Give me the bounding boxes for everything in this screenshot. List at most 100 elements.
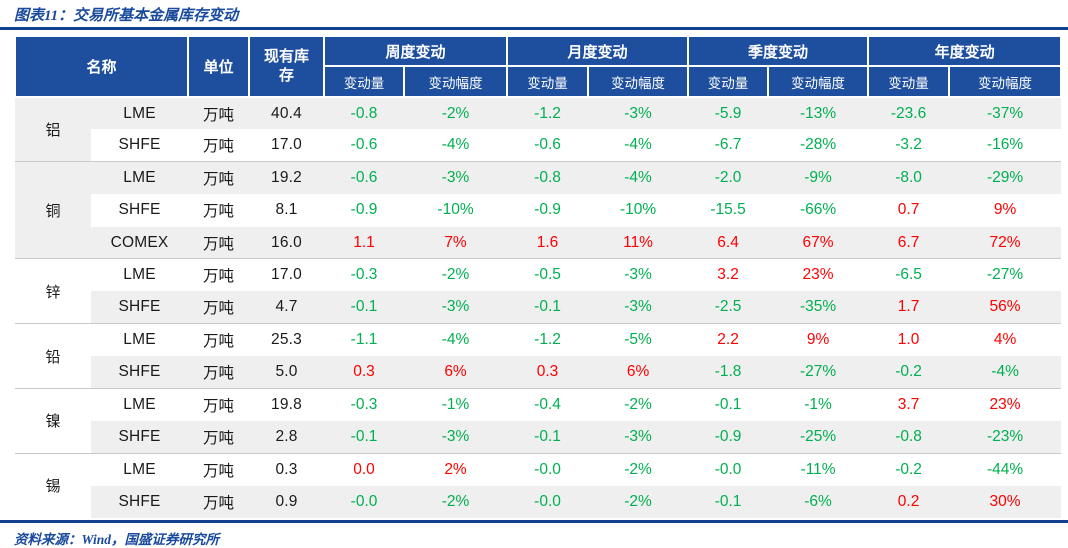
col-header-monthly-change: 月度变动 bbox=[506, 35, 690, 67]
value-cell: 6.4 bbox=[688, 226, 769, 259]
value-cell: -37% bbox=[949, 97, 1062, 130]
value-cell: 0.3 bbox=[507, 356, 589, 389]
value-cell: -1% bbox=[404, 388, 508, 421]
col-header-stock: 现有库存 bbox=[248, 35, 326, 98]
table-row: SHFE 万吨 8.1 -0.9 -10% -0.9 -10% -15.5 -66% 0.7 9% bbox=[15, 194, 1062, 227]
value-cell: -4% bbox=[404, 323, 508, 357]
value-cell: -3% bbox=[588, 97, 689, 130]
value-cell: -2% bbox=[404, 258, 508, 292]
exchange-cell: SHFE bbox=[91, 129, 189, 162]
value-cell: -3.2 bbox=[868, 129, 950, 162]
header-sub-row: 变动量 变动幅度 变动量 变动幅度 变动量 变动幅度 变动量 变动幅度 bbox=[15, 65, 1063, 98]
value-cell: -0.0 bbox=[324, 485, 405, 519]
value-cell: 0.7 bbox=[868, 194, 950, 227]
inventory-table: 名称 单位 现有库存 周度变动 月度变动 季度变动 年度变动 变动量 变动幅度 … bbox=[13, 35, 1063, 519]
unit-cell: 万吨 bbox=[188, 485, 250, 519]
value-cell: -6% bbox=[768, 485, 869, 519]
value-cell: -27% bbox=[949, 258, 1062, 292]
stock-cell: 16.0 bbox=[249, 226, 325, 259]
value-cell: -0.8 bbox=[324, 97, 405, 130]
table-row: 铜 LME 万吨 19.2 -0.6 -3% -0.8 -4% -2.0 -9% -8.0 -29% bbox=[15, 161, 1062, 259]
stock-cell: 25.3 bbox=[249, 323, 325, 357]
exchange-cell: LME bbox=[91, 97, 189, 130]
value-cell: -0.3 bbox=[324, 388, 405, 421]
table-row: SHFE 万吨 5.0 0.3 6% 0.3 6% -1.8 -27% -0.2 -4% bbox=[15, 356, 1062, 389]
value-cell: -1.2 bbox=[507, 97, 589, 130]
table-row: COMEX 万吨 16.0 1.1 7% 1.6 11% 6.4 67% 6.7 72% bbox=[15, 226, 1062, 259]
unit-cell: 万吨 bbox=[188, 161, 250, 195]
value-cell: 56% bbox=[949, 291, 1062, 324]
metal-name-cell: 锌 bbox=[15, 258, 91, 324]
table-row: SHFE 万吨 4.7 -0.1 -3% -0.1 -3% -2.5 -35% 1.7 56% bbox=[15, 291, 1062, 324]
value-cell: -1% bbox=[768, 388, 869, 421]
value-cell: 2.2 bbox=[688, 323, 769, 357]
value-cell: -0.9 bbox=[688, 420, 769, 454]
table-row: 锡 LME 万吨 0.3 0.0 2% -0.0 -2% -0.0 -11% -0.2 -44% bbox=[15, 452, 1062, 519]
value-cell: -0.2 bbox=[868, 452, 950, 486]
metal-name-cell: 镍 bbox=[15, 388, 91, 454]
value-cell: 1.6 bbox=[507, 226, 589, 259]
value-cell: -3% bbox=[588, 291, 689, 324]
subheader-quarterly-pct: 变动幅度 bbox=[767, 65, 870, 98]
exchange-cell: SHFE bbox=[91, 356, 189, 389]
exchange-cell: COMEX bbox=[91, 226, 189, 259]
value-cell: -27% bbox=[768, 356, 869, 389]
col-header-yearly-change: 年度变动 bbox=[867, 35, 1063, 67]
value-cell: -4% bbox=[949, 356, 1062, 389]
exchange-cell: LME bbox=[91, 258, 189, 292]
col-header-stock-label: 现有库存 bbox=[264, 47, 310, 84]
value-cell: -28% bbox=[768, 129, 869, 162]
value-cell: 6.7 bbox=[868, 226, 950, 259]
value-cell: -15.5 bbox=[688, 194, 769, 227]
value-cell: -10% bbox=[404, 194, 508, 227]
value-cell: -13% bbox=[768, 97, 869, 130]
value-cell: -2% bbox=[588, 452, 689, 486]
value-cell: -0.1 bbox=[507, 291, 589, 324]
value-cell: -1.8 bbox=[688, 356, 769, 389]
stock-cell: 19.2 bbox=[249, 161, 325, 195]
value-cell: -3% bbox=[404, 161, 508, 195]
stock-cell: 17.0 bbox=[249, 129, 325, 162]
value-cell: -0.0 bbox=[688, 452, 769, 486]
table-row: 铝 LME 万吨 40.4 -0.8 -2% -1.2 -3% -5.9 -13% -23.6 -37… bbox=[15, 97, 1062, 162]
value-cell: -2% bbox=[588, 485, 689, 519]
header-group-row: 名称 单位 现有库存 周度变动 月度变动 季度变动 年度变动 bbox=[13, 35, 1063, 98]
value-cell: -0.3 bbox=[324, 258, 405, 292]
value-cell: 11% bbox=[588, 226, 689, 259]
stock-cell: 5.0 bbox=[249, 356, 325, 389]
value-cell: -1.2 bbox=[507, 323, 589, 357]
value-cell: 0.2 bbox=[868, 485, 950, 519]
value-cell: 3.2 bbox=[688, 258, 769, 292]
stock-cell: 0.3 bbox=[249, 452, 325, 486]
value-cell: -0.1 bbox=[324, 291, 405, 324]
subheader-yearly-pct: 变动幅度 bbox=[948, 65, 1063, 98]
value-cell: -3% bbox=[588, 420, 689, 454]
metal-name-cell: 铅 bbox=[15, 323, 91, 389]
top-rule bbox=[0, 27, 1068, 30]
stock-cell: 19.8 bbox=[249, 388, 325, 421]
exchange-cell: LME bbox=[91, 388, 189, 421]
value-cell: -44% bbox=[949, 452, 1062, 486]
value-cell: -8.0 bbox=[868, 161, 950, 195]
value-cell: -66% bbox=[768, 194, 869, 227]
value-cell: -25% bbox=[768, 420, 869, 454]
unit-cell: 万吨 bbox=[188, 258, 250, 292]
value-cell: -0.9 bbox=[507, 194, 589, 227]
unit-cell: 万吨 bbox=[188, 129, 250, 162]
value-cell: -2% bbox=[588, 388, 689, 421]
metal-name-cell: 锡 bbox=[15, 452, 91, 519]
figure-title: 图表11：交易所基本金属库存变动 bbox=[14, 8, 239, 24]
value-cell: -0.0 bbox=[507, 485, 589, 519]
unit-cell: 万吨 bbox=[188, 291, 250, 324]
value-cell: -9% bbox=[768, 161, 869, 195]
value-cell: 72% bbox=[949, 226, 1062, 259]
table-row: 铅 LME 万吨 25.3 -1.1 -4% -1.2 -5% 2.2 9% 1.0 4% bbox=[15, 323, 1062, 389]
value-cell: -23% bbox=[949, 420, 1062, 454]
value-cell: -16% bbox=[949, 129, 1062, 162]
exchange-cell: LME bbox=[91, 323, 189, 357]
value-cell: 3.7 bbox=[868, 388, 950, 421]
value-cell: 2% bbox=[404, 452, 508, 486]
value-cell: -0.1 bbox=[688, 388, 769, 421]
stock-cell: 0.9 bbox=[249, 485, 325, 519]
value-cell: 23% bbox=[768, 258, 869, 292]
